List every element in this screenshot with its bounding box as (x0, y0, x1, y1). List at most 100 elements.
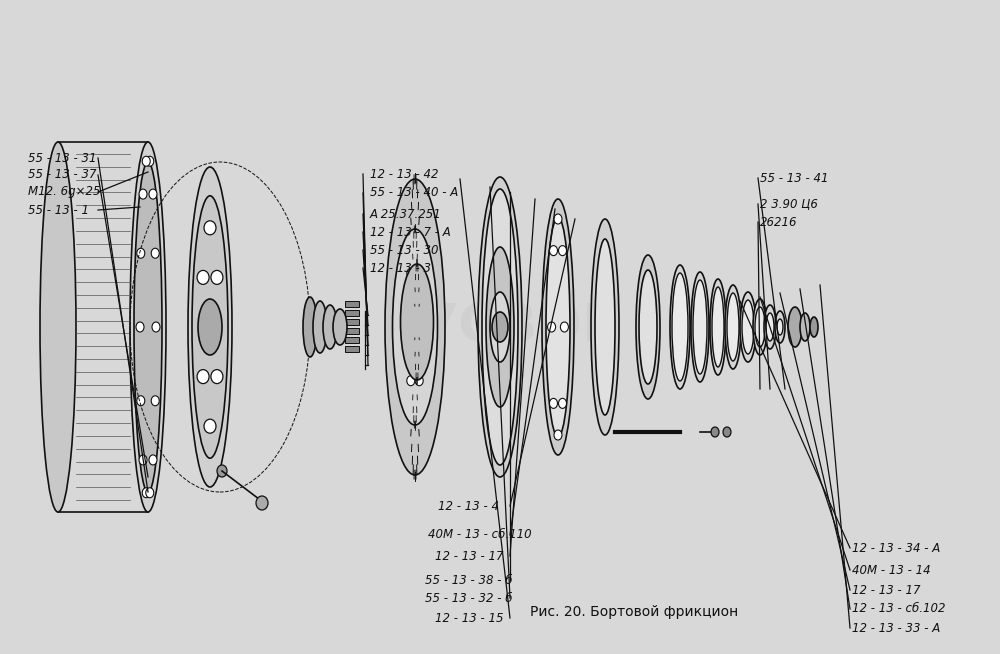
Ellipse shape (810, 317, 818, 337)
Text: 12 - 13 - 7 - А: 12 - 13 - 7 - А (370, 226, 451, 239)
Text: 12 - 13 - сб.102: 12 - 13 - сб.102 (852, 602, 946, 615)
Bar (345, 301, 359, 307)
Text: 2 3.90 Ц6: 2 3.90 Ц6 (760, 198, 818, 211)
Bar (345, 346, 359, 352)
Text: 55 - 13 - 31: 55 - 13 - 31 (28, 152, 96, 165)
Text: РУСВОР: РУСВОР (379, 301, 621, 353)
Ellipse shape (197, 370, 209, 384)
Ellipse shape (554, 214, 562, 224)
Ellipse shape (727, 293, 739, 361)
Ellipse shape (742, 300, 754, 354)
Ellipse shape (636, 255, 660, 399)
Ellipse shape (691, 272, 709, 382)
Ellipse shape (142, 488, 150, 498)
Ellipse shape (670, 265, 690, 389)
Ellipse shape (542, 199, 574, 455)
Ellipse shape (151, 249, 159, 258)
Ellipse shape (775, 311, 785, 343)
Ellipse shape (595, 239, 615, 415)
Ellipse shape (136, 322, 144, 332)
Text: 55 - 13 - 30: 55 - 13 - 30 (370, 243, 438, 256)
Ellipse shape (204, 419, 216, 433)
Ellipse shape (211, 270, 223, 284)
Ellipse shape (204, 221, 216, 235)
Ellipse shape (323, 305, 337, 349)
Ellipse shape (712, 287, 724, 367)
Ellipse shape (723, 427, 731, 437)
Ellipse shape (755, 307, 765, 347)
Ellipse shape (800, 313, 810, 341)
Ellipse shape (478, 177, 522, 477)
Ellipse shape (415, 268, 423, 279)
Ellipse shape (408, 309, 422, 345)
Ellipse shape (560, 322, 568, 332)
Ellipse shape (492, 312, 508, 342)
Ellipse shape (766, 313, 774, 341)
Ellipse shape (403, 322, 411, 332)
Ellipse shape (149, 455, 157, 465)
Ellipse shape (217, 465, 227, 477)
Ellipse shape (693, 280, 707, 374)
Ellipse shape (137, 396, 145, 405)
Ellipse shape (333, 309, 347, 345)
Ellipse shape (40, 142, 76, 512)
Ellipse shape (546, 217, 570, 437)
Ellipse shape (549, 246, 557, 256)
Ellipse shape (554, 430, 562, 440)
Ellipse shape (419, 322, 427, 332)
Ellipse shape (764, 305, 776, 349)
Ellipse shape (788, 307, 802, 347)
Text: 40М - 13 - сб.110: 40М - 13 - сб.110 (428, 528, 532, 542)
Ellipse shape (192, 196, 228, 458)
Ellipse shape (139, 455, 147, 465)
Bar (345, 310, 359, 316)
Ellipse shape (188, 167, 232, 487)
Bar (345, 337, 359, 343)
Ellipse shape (392, 229, 438, 425)
Text: 12 - 13 - 3: 12 - 13 - 3 (370, 262, 431, 275)
Ellipse shape (725, 285, 741, 369)
Ellipse shape (313, 301, 327, 353)
Bar (345, 319, 359, 325)
Ellipse shape (777, 319, 783, 335)
Text: 12 - 13 - 15: 12 - 13 - 15 (435, 611, 504, 625)
Ellipse shape (146, 156, 154, 166)
Text: 55 - 13 - 38 - б: 55 - 13 - 38 - б (425, 574, 512, 587)
Text: 40М - 13 - 14: 40М - 13 - 14 (852, 564, 931, 576)
Text: 12 - 13 - 34 - А: 12 - 13 - 34 - А (852, 542, 940, 555)
Ellipse shape (548, 322, 556, 332)
Ellipse shape (137, 249, 145, 258)
Ellipse shape (549, 398, 557, 408)
Text: 55 - 13 - 1: 55 - 13 - 1 (28, 203, 89, 216)
Text: 12 - 13 - 17: 12 - 13 - 17 (852, 583, 920, 596)
Ellipse shape (753, 299, 767, 355)
Ellipse shape (407, 375, 415, 386)
Ellipse shape (139, 189, 147, 199)
Bar (345, 328, 359, 334)
Ellipse shape (711, 427, 719, 437)
Ellipse shape (149, 189, 157, 199)
Ellipse shape (490, 292, 510, 362)
Ellipse shape (402, 285, 428, 369)
Ellipse shape (710, 279, 726, 375)
Ellipse shape (482, 189, 518, 465)
Ellipse shape (198, 299, 222, 355)
Text: 26216: 26216 (760, 216, 798, 228)
Text: 55 - 13 - 41: 55 - 13 - 41 (760, 171, 828, 184)
Text: 12 - 13 - 17: 12 - 13 - 17 (435, 549, 504, 562)
Ellipse shape (672, 273, 688, 381)
Ellipse shape (256, 496, 268, 510)
Text: А 25.37.251: А 25.37.251 (370, 207, 442, 220)
Ellipse shape (130, 142, 166, 512)
Ellipse shape (385, 179, 445, 475)
Ellipse shape (740, 292, 756, 362)
Text: 12 - 13 - 4: 12 - 13 - 4 (438, 500, 499, 513)
Ellipse shape (559, 398, 567, 408)
Ellipse shape (211, 370, 223, 384)
Text: 55 - 13 - 40 - А: 55 - 13 - 40 - А (370, 186, 458, 199)
Text: Рис. 20. Бортовой фрикцион: Рис. 20. Бортовой фрикцион (530, 605, 738, 619)
Text: 12 - 13 - 33 - А: 12 - 13 - 33 - А (852, 621, 940, 634)
Text: М12. 6g×25: М12. 6g×25 (28, 186, 100, 199)
Ellipse shape (151, 396, 159, 405)
Text: 55 - 13 - 32 - б: 55 - 13 - 32 - б (425, 591, 512, 604)
